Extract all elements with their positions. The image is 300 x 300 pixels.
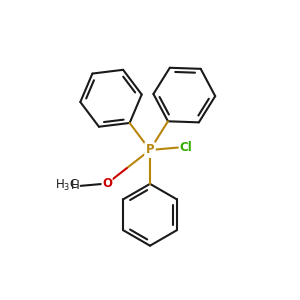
Text: O: O [102, 177, 112, 190]
Text: H: H [70, 179, 79, 192]
Text: H$_3$C: H$_3$C [55, 178, 79, 194]
Text: P: P [146, 143, 154, 157]
Text: Cl: Cl [179, 141, 192, 154]
